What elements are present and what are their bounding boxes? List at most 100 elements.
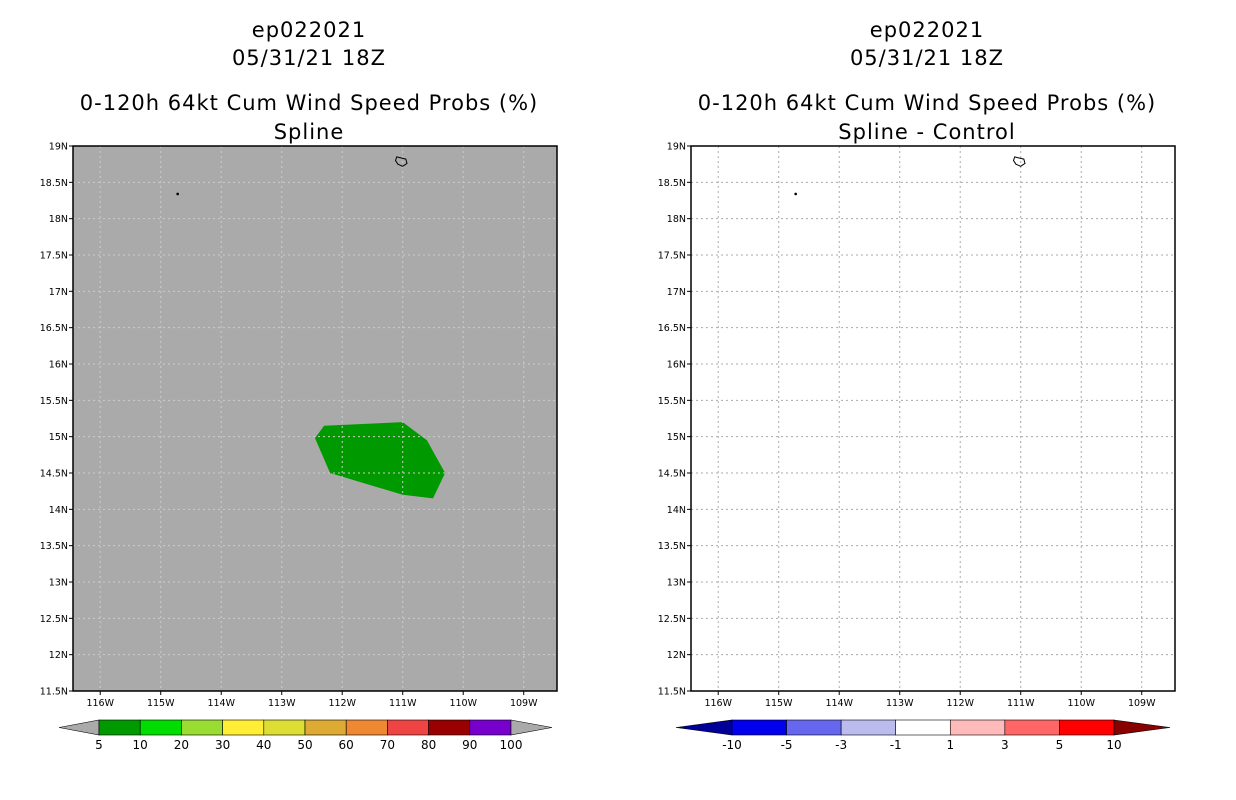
left-storm-id: ep022021 [251,18,367,42]
lat-label: 16N [49,360,68,371]
colorbar-label: 80 [421,738,436,752]
lat-label: 11.5N [658,687,686,698]
colorbar-label: 70 [380,738,395,752]
map-frame [690,145,1176,692]
colorbar-swatch [949,719,1006,736]
colorbar-label: 10 [1106,738,1121,752]
lat-label: 19N [49,142,68,153]
lat-label: 13.5N [40,541,68,552]
left-colorbar: 5 10 20 30 40 50 60 70 80 90 100 [58,719,553,752]
left-probability-map: 19N 18.5N 18N 17.5N 17N 16.5N 16N 15.5N 15N 14.5N… [40,142,558,709]
right-storm-id: ep022021 [869,18,985,42]
right-difference-map: 19N 18.5N 18N 17.5N 17N 16.5N 16N 15.5N 15N 14.5N… [658,142,1176,709]
colorbar-swatch [98,719,141,736]
map-background [691,146,1175,691]
lon-label: 111W [389,698,417,709]
colorbar-swatch [428,719,471,736]
lon-label: 114W [825,698,853,709]
lon-label: 116W [86,698,114,709]
colorbar-label: 3 [1001,738,1009,752]
right-colorbar: -10 -5 -3 -1 1 3 5 10 [675,719,1171,752]
map-frame [72,145,558,692]
colorbar-swatch [1059,719,1115,736]
lat-label: 14.5N [40,469,68,480]
lon-label: 113W [268,698,296,709]
lat-label: 18.5N [40,178,68,189]
lat-label: 19N [667,142,686,153]
island-point [794,192,797,196]
lat-label: 17.5N [658,251,686,262]
lat-label: 13.5N [658,541,686,552]
lon-label: 112W [946,698,974,709]
lon-label: 110W [1067,698,1095,709]
colorbar-swatch [139,719,182,736]
lat-label: 17.5N [40,251,68,262]
lat-label: 18N [49,214,68,225]
right-subtitle: Spline - Control [838,120,1016,144]
island-outline [394,156,408,167]
lon-label: 111W [1007,698,1035,709]
colorbar-label: 5 [1056,738,1064,752]
colorbar-right-arrow [1113,719,1171,736]
lat-label: 18.5N [658,178,686,189]
colorbar-label: -10 [722,738,742,752]
lat-label: 14.5N [658,469,686,480]
lat-label: 15N [49,432,68,443]
lat-label: 16.5N [658,323,686,334]
lon-label: 115W [147,698,175,709]
colorbar-label: 5 [95,738,103,752]
colorbar-right-arrow [510,719,553,736]
colorbar-swatch [731,719,787,736]
colorbar-swatch [1004,719,1060,736]
lat-label: 11.5N [40,687,68,698]
lon-label: 113W [886,698,914,709]
colorbar-label: 100 [500,738,523,752]
lat-label: 18N [667,214,686,225]
right-datetime: 05/31/21 18Z [849,46,1005,70]
colorbar-swatch [387,719,429,736]
colorbar-swatch [181,719,223,736]
lat-label: 16.5N [40,323,68,334]
lat-label: 15.5N [40,396,68,407]
lat-label: 16N [667,360,686,371]
colorbar-label: 10 [133,738,148,752]
lat-label: 14N [667,505,686,516]
lat-label: 12.5N [658,614,686,625]
colorbar-swatch [786,719,842,736]
colorbar-swatch [895,719,951,736]
lon-label: 110W [449,698,477,709]
colorbar-label: 40 [256,738,271,752]
colorbar-label: 30 [215,738,230,752]
island-outline [1012,156,1026,167]
lat-label: 17N [49,287,68,298]
colorbar-swatch [263,719,306,736]
lon-label: 109W [1128,698,1156,709]
colorbar-label: -5 [781,738,793,752]
colorbar-swatch [222,719,265,736]
lon-label: 112W [328,698,356,709]
lon-label: 114W [207,698,235,709]
colorbar-label: 60 [339,738,354,752]
left-datetime: 05/31/21 18Z [231,46,387,70]
colorbar-label: -1 [890,738,902,752]
colorbar-swatch [345,719,388,736]
lon-label: 109W [510,698,538,709]
colorbar-label: 1 [946,738,954,752]
right-product-title: 0-120h 64kt Cum Wind Speed Probs (%) [697,91,1157,115]
lat-label: 14N [49,505,68,516]
lon-label: 115W [765,698,793,709]
left-product-title: 0-120h 64kt Cum Wind Speed Probs (%) [79,91,539,115]
colorbar-left-arrow [675,719,733,736]
lat-label: 12.5N [40,614,68,625]
map-background [73,146,557,691]
lat-label: 12N [667,650,686,661]
colorbar-label: 20 [174,738,189,752]
left-subtitle: Spline [273,120,345,144]
colorbar-left-arrow [58,719,100,736]
island-point [176,192,179,196]
probability-area-5-10 [315,422,446,499]
lat-label: 15.5N [658,396,686,407]
colorbar-label: -3 [835,738,847,752]
lat-label: 13N [667,578,686,589]
colorbar-swatch [304,719,347,736]
